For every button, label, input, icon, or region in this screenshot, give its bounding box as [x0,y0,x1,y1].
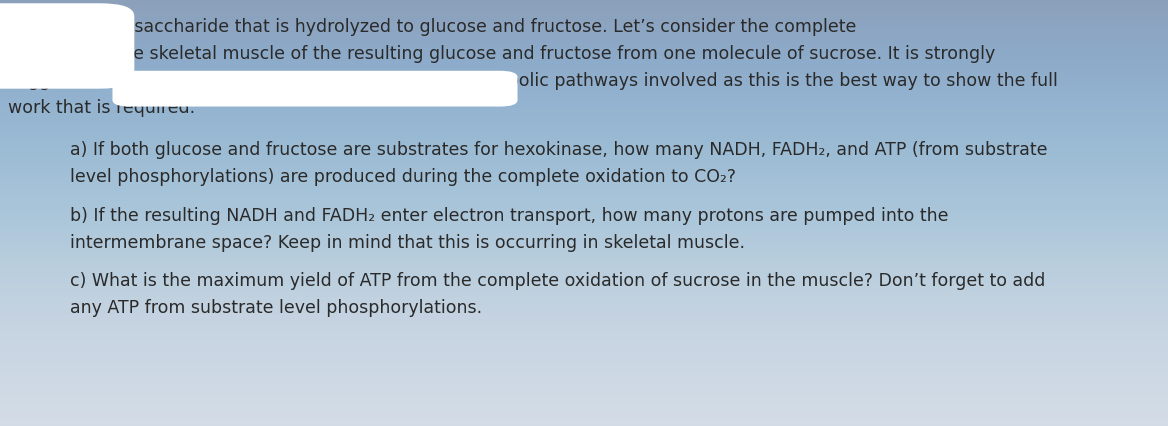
Text: Sucrose is a disaccharide that is hydrolyzed to glucose and fructose. Let’s cons: Sucrose is a disaccharide that is hydrol… [8,18,856,36]
Text: b) If the resulting NADH and FADH₂ enter electron transport, how many protons ar: b) If the resulting NADH and FADH₂ enter… [70,206,948,224]
Text: work that is required.: work that is required. [8,99,195,117]
Text: c) What is the maximum yield of ATP from the complete oxidation of sucrose in th: c) What is the maximum yield of ATP from… [70,271,1045,289]
Text: oxidation in the skeletal muscle of the resulting glucose and fructose from one : oxidation in the skeletal muscle of the … [8,45,995,63]
Text: any ATP from substrate level phosphorylations.: any ATP from substrate level phosphoryla… [70,298,482,316]
Text: intermembrane space? Keep in mind that this is occurring in skeletal muscle.: intermembrane space? Keep in mind that t… [70,233,745,251]
FancyBboxPatch shape [0,4,134,89]
Text: level phosphorylations) are produced during the complete oxidation to CO₂?: level phosphorylations) are produced dur… [70,168,736,186]
Text: suggested that you use a table to keep track of the metabolic pathways involved : suggested that you use a table to keep t… [8,72,1058,90]
Text: a) If both glucose and fructose are substrates for hexokinase, how many NADH, FA: a) If both glucose and fructose are subs… [70,141,1048,159]
FancyBboxPatch shape [112,72,517,107]
